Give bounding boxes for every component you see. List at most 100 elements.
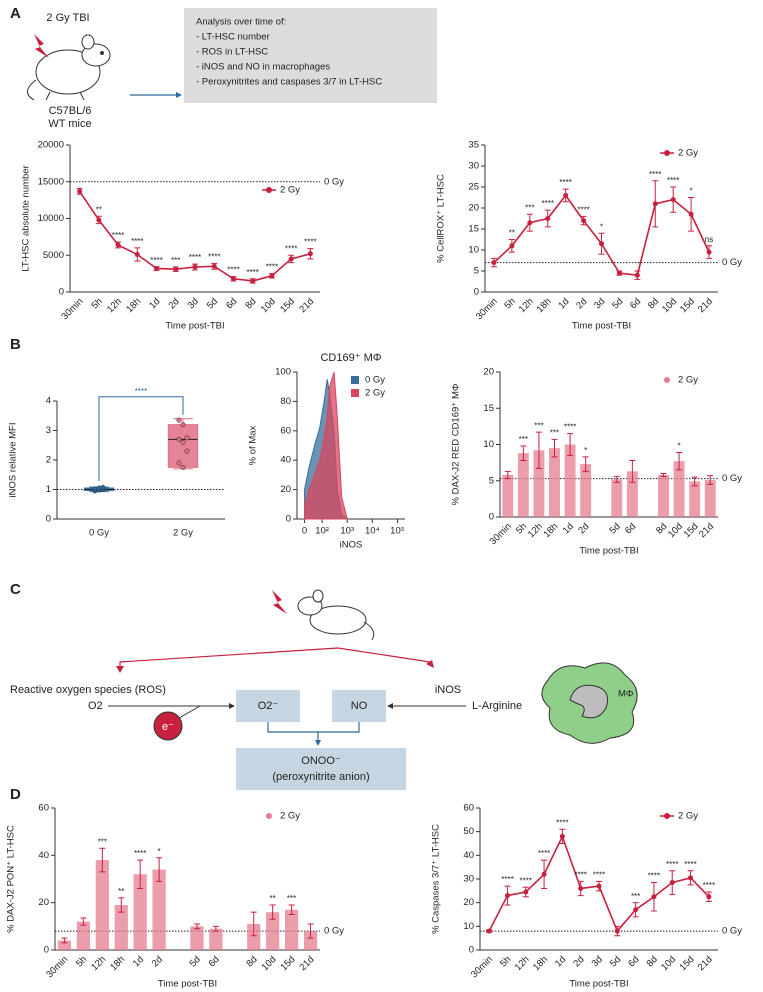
data-point (486, 928, 492, 934)
y-tick-label: 0 (489, 512, 494, 523)
data-point (176, 460, 182, 466)
y-tick-label: 20 (38, 897, 49, 908)
y-tick-label: 20 (468, 203, 479, 214)
x-axis-label: Time post-TBI (579, 546, 638, 557)
significance-label: **** (538, 849, 550, 858)
data-point (688, 875, 694, 881)
data-point (633, 907, 639, 913)
significance-label: **** (134, 849, 146, 858)
significance-label: **** (684, 860, 696, 869)
significance-label: **** (564, 423, 576, 432)
panel-label: A (10, 5, 21, 22)
bar (76, 921, 91, 950)
significance-label: **** (285, 244, 297, 253)
data-point (706, 894, 712, 900)
x-tick-label: 5d (188, 954, 203, 969)
x-tick-label: 30min (469, 954, 495, 980)
reference-label: 0 Gy (722, 926, 742, 937)
x-tick-label: 10² (315, 526, 329, 537)
bar (689, 481, 701, 517)
data-point (596, 883, 602, 889)
product-box (236, 748, 406, 790)
error-bar (269, 904, 276, 920)
data-point (92, 486, 98, 492)
data-point (581, 218, 587, 224)
y-tick-label: 10 (483, 439, 494, 450)
significance-label: * (690, 187, 693, 196)
error-bar (613, 475, 620, 483)
data-point (176, 436, 182, 442)
significance-label: **** (189, 253, 201, 262)
no-box (332, 690, 386, 722)
x-tick-label: 8d (244, 954, 259, 969)
bar (673, 461, 685, 517)
bar (303, 931, 318, 950)
data-point (504, 893, 510, 899)
error-bar (193, 923, 200, 930)
data-point (288, 256, 294, 262)
data-point (523, 889, 529, 895)
x-tick-label: 5d (608, 954, 623, 969)
legend-label: 2 Gy (678, 148, 698, 159)
x-tick-label: 0 (302, 526, 307, 537)
legend-marker (664, 813, 670, 819)
x-tick-label: 0 Gy (89, 528, 109, 539)
x-tick-label: 10d (260, 954, 279, 973)
data-point (614, 928, 620, 934)
significance-label: *** (631, 892, 640, 901)
box-title: Analysis over time of: (196, 17, 286, 28)
significance-label: **** (304, 238, 316, 247)
arrow-head (387, 703, 393, 709)
error-bar (307, 923, 314, 939)
panel-label: D (10, 786, 21, 803)
x-tick-label: 18h (531, 954, 550, 973)
bar (502, 474, 514, 517)
significance-label: **** (556, 818, 568, 827)
error-bar (61, 937, 68, 944)
bar (549, 448, 560, 517)
x-tick-label: 10⁴ (365, 526, 380, 537)
y-tick-label: 60 (280, 425, 291, 436)
x-tick-label: 2d (150, 954, 165, 969)
significance-label: **** (266, 263, 278, 272)
x-tick-label: 15d (278, 296, 297, 315)
data-point (688, 211, 694, 217)
x-tick-label: 8d (646, 296, 661, 311)
data-point (652, 201, 658, 207)
y-tick-label: 30 (463, 874, 474, 885)
y-tick-label: 20 (463, 897, 474, 908)
x-axis-label: Time post-TBI (569, 979, 628, 990)
significance-label: **** (131, 237, 143, 246)
data-point (616, 270, 622, 276)
x-tick-label: 5h (503, 296, 518, 311)
x-tick-label: 1d (556, 296, 571, 311)
bar (533, 450, 545, 517)
significance-label: *** (519, 435, 528, 444)
x-tick-label: 18h (541, 521, 560, 540)
data-point (100, 484, 106, 490)
significance-label: **** (112, 231, 124, 240)
x-tick-label: 15d (678, 296, 697, 315)
x-tick-label: 5d (607, 521, 622, 536)
arginine-label: L-Arginine (472, 700, 522, 712)
x-tick-label: 3d (592, 296, 607, 311)
y-tick-label: 40 (38, 850, 49, 861)
macrophage-nucleus (569, 684, 609, 719)
box-item: - Peroxynitrites and caspases 3/7 in LT-… (196, 77, 382, 88)
bar (704, 480, 716, 517)
x-tick-label: 18h (124, 296, 143, 315)
superoxide-label: O2⁻ (258, 700, 279, 712)
x-tick-label: 5d (610, 296, 625, 311)
y-tick-label: 35 (468, 140, 479, 151)
x-tick-label: 2d (571, 954, 586, 969)
x-tick-label: 18h (108, 954, 127, 973)
y-tick-label: 0 (44, 945, 49, 956)
y-tick-label: 15 (468, 224, 479, 235)
analysis-box (184, 8, 437, 103)
bar (247, 923, 261, 950)
significance-label: **** (520, 876, 532, 885)
x-tick-label: 1d (553, 954, 568, 969)
bar (564, 444, 576, 517)
bar (57, 940, 72, 950)
